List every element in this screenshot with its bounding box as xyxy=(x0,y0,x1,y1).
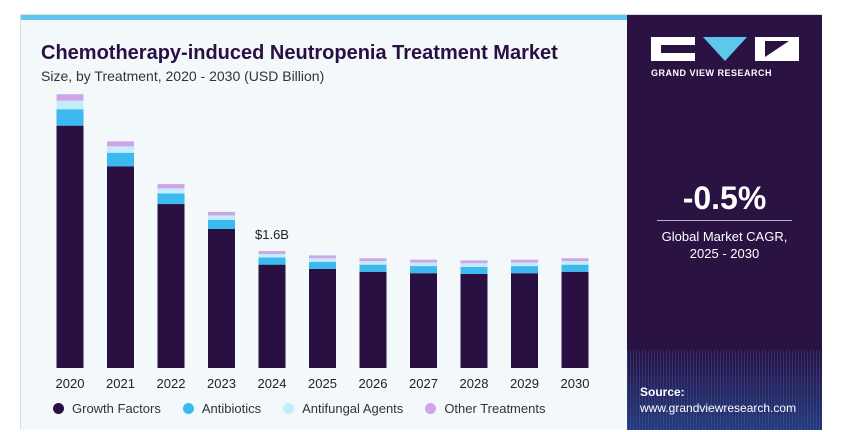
bar-2025-growth-factors xyxy=(309,268,336,368)
legend-label: Antibiotics xyxy=(201,401,262,416)
bar-2029-growth-factors xyxy=(511,273,538,368)
x-tick-label: 2024 xyxy=(258,376,287,391)
cagr-label: Global Market CAGR, 2025 - 2030 xyxy=(627,228,822,262)
chart-title: Chemotherapy-induced Neutropenia Treatme… xyxy=(41,42,558,64)
source-title: Source: xyxy=(640,385,685,399)
x-tick-label: 2026 xyxy=(359,376,388,391)
bar-2027-other-treatments xyxy=(410,259,437,263)
bar-2022-growth-factors xyxy=(157,204,185,368)
bar-2023-antifungal-agents xyxy=(208,215,235,220)
bar-2029-antibiotics xyxy=(511,266,538,274)
bar-2026-growth-factors xyxy=(359,271,387,368)
bar-2020-growth-factors xyxy=(56,125,84,369)
bar-2020-antibiotics xyxy=(56,109,84,126)
x-tick-label: 2029 xyxy=(510,376,539,391)
x-tick-label: 2021 xyxy=(106,376,135,391)
summary-panel: GRAND VIEW RESEARCH -0.5% Global Market … xyxy=(627,15,822,430)
bar-2027-antibiotics xyxy=(410,266,437,274)
x-tick-label: 2022 xyxy=(157,376,186,391)
divider xyxy=(657,220,792,221)
x-tick-label: 2027 xyxy=(409,376,438,391)
x-tick-label: 2025 xyxy=(308,376,337,391)
bar-2028-growth-factors xyxy=(460,273,488,368)
legend-item-antifungal-agents: Antifungal Agents xyxy=(283,401,403,416)
panel-texture xyxy=(627,350,822,430)
bar-2021-growth-factors xyxy=(107,166,134,368)
bar-2021-antibiotics xyxy=(107,152,134,167)
chart-legend: Growth Factors Antibiotics Antifungal Agen… xyxy=(53,401,545,416)
bar-2027-antifungal-agents xyxy=(410,262,437,267)
chart-panel: Chemotherapy-induced Neutropenia Treatme… xyxy=(21,20,627,430)
data-label: $1.6B xyxy=(255,227,289,242)
accent-bar xyxy=(21,15,627,20)
bar-2023-other-treatments xyxy=(208,211,235,216)
legend-swatch xyxy=(283,403,295,414)
bar-2030-other-treatments xyxy=(561,258,589,262)
bar-2020-antifungal-agents xyxy=(56,100,84,110)
bar-2024-other-treatments xyxy=(258,251,286,254)
cagr-label-line1: Global Market CAGR, xyxy=(661,229,788,244)
bar-2028-other-treatments xyxy=(460,260,488,264)
source-link[interactable]: www.grandviewresearch.com xyxy=(640,401,797,415)
bar-2026-other-treatments xyxy=(359,258,387,262)
legend-item-antibiotics: Antibiotics xyxy=(182,401,262,416)
legend-label: Growth Factors xyxy=(72,401,161,416)
bar-2030-antibiotics xyxy=(561,264,589,272)
x-tick-label: 2030 xyxy=(561,376,590,391)
bar-2023-growth-factors xyxy=(208,229,235,368)
bar-2026-antibiotics xyxy=(359,264,387,272)
gvr-logo-icon xyxy=(651,37,799,61)
bar-2027-growth-factors xyxy=(410,273,437,368)
x-tick-label: 2020 xyxy=(56,376,85,391)
legend-label: Other Treatments xyxy=(444,401,546,416)
bar-2022-other-treatments xyxy=(157,184,185,189)
bar-2022-antifungal-agents xyxy=(157,188,185,194)
bar-2022-antibiotics xyxy=(157,193,185,205)
bar-2029-antifungal-agents xyxy=(511,262,538,267)
legend-swatch xyxy=(425,403,437,414)
legend-label: Antifungal Agents xyxy=(302,401,404,416)
legend-swatch xyxy=(53,403,64,414)
bar-2029-other-treatments xyxy=(511,259,538,263)
chart-subtitle: Size, by Treatment, 2020 - 2030 (USD Bil… xyxy=(41,68,325,84)
bar-2028-antifungal-agents xyxy=(460,263,488,267)
x-tick-label: 2028 xyxy=(460,376,489,391)
bar-2020-other-treatments xyxy=(56,94,84,101)
bar-2023-antibiotics xyxy=(208,219,235,229)
legend-swatch xyxy=(182,403,194,414)
stacked-bar-chart: 2020 2021 2022 2023 2024 $1.6B 2025 2026 2027 202… xyxy=(56,94,590,391)
bar-2025-other-treatments xyxy=(309,255,336,259)
bar-2024-antifungal-agents xyxy=(258,253,286,258)
legend-item-growth-factors: Growth Factors xyxy=(53,401,161,416)
bar-2030-antifungal-agents xyxy=(561,261,589,265)
bar-2028-antibiotics xyxy=(460,266,488,274)
cagr-value: -0.5% xyxy=(682,180,767,216)
bar-2026-antifungal-agents xyxy=(359,261,387,265)
bar-2024-antibiotics xyxy=(258,257,286,265)
legend-item-other-treatments: Other Treatments xyxy=(425,401,545,416)
brand-name: GRAND VIEW RESEARCH xyxy=(651,68,773,78)
bar-2024-growth-factors xyxy=(258,264,286,368)
cagr-label-line2: 2025 - 2030 xyxy=(689,246,760,261)
x-tick-label: 2023 xyxy=(207,376,236,391)
bar-2021-other-treatments xyxy=(107,141,134,147)
bar-2025-antibiotics xyxy=(309,261,336,269)
bar-2021-antifungal-agents xyxy=(107,146,134,153)
bar-2030-growth-factors xyxy=(561,271,589,368)
bar-2025-antifungal-agents xyxy=(309,258,336,262)
report-card: Chemotherapy-induced Neutropenia Treatme… xyxy=(20,14,822,430)
